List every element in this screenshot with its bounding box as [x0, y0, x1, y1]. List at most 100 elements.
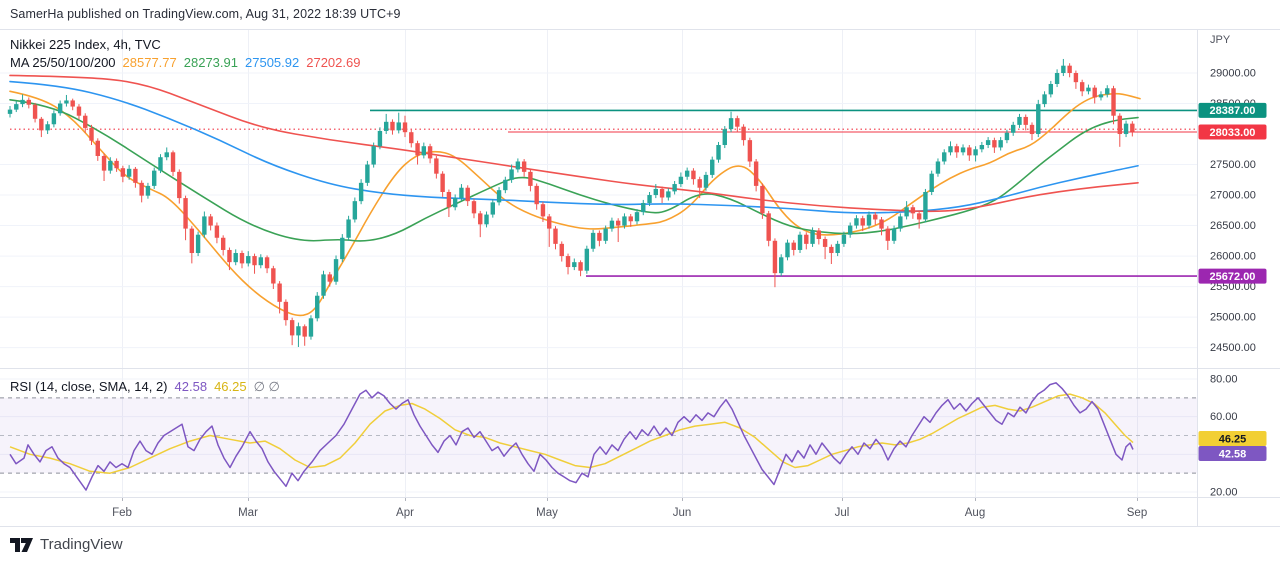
candle-body [283, 301, 289, 321]
candle-body [83, 115, 88, 128]
axis-badge: 25672.00 [1198, 268, 1267, 284]
candle-body [509, 169, 514, 180]
candle-body [597, 232, 602, 241]
candle-body [779, 257, 784, 274]
candle-body [114, 160, 119, 169]
horizontal-lines [10, 109, 1197, 277]
candle-body [615, 220, 621, 226]
candle-body [1004, 132, 1010, 141]
candle-body [126, 168, 132, 177]
candles-group [7, 58, 1135, 347]
candle-body [898, 216, 903, 229]
price-tick-label: 25500.00 [1210, 281, 1256, 293]
candle-body [308, 318, 314, 337]
candle-body [39, 118, 44, 131]
symbol-legend: Nikkei 225 Index, 4h, TVC [10, 37, 161, 52]
candle-body [866, 214, 872, 226]
candle-body [1036, 104, 1041, 135]
candle-body [45, 124, 50, 131]
candle-body [904, 207, 909, 217]
candle-body [948, 146, 953, 153]
candle-body [20, 99, 25, 105]
rsi-tick-label: 60.00 [1210, 411, 1238, 423]
candle-body [365, 164, 370, 183]
candle-body [672, 184, 677, 192]
candle-body [578, 262, 583, 271]
svg-text:28033.00: 28033.00 [1210, 127, 1256, 139]
rsi-line_signal [9, 393, 1134, 474]
candle-body [120, 168, 126, 177]
axis-badge: 28033.00 [1198, 124, 1267, 140]
rsi-empty-markers: ∅ ∅ [253, 379, 280, 394]
candle-body [1105, 88, 1110, 95]
candle-body [741, 126, 746, 141]
candle-body [409, 132, 414, 144]
candle-body [1067, 65, 1072, 73]
candle-body [760, 185, 765, 214]
month-label: Apr [396, 507, 414, 519]
candle-body [7, 109, 13, 114]
candle-body [384, 121, 389, 131]
month-label: Feb [112, 507, 132, 519]
candle-body [1011, 124, 1016, 133]
candle-body [891, 228, 897, 241]
candle-body [1098, 94, 1104, 98]
candle-body [427, 146, 433, 159]
month-label: May [536, 507, 558, 519]
candle-body [923, 191, 928, 220]
rsi-tick-label: 80.00 [1210, 374, 1238, 386]
candle-body [847, 225, 853, 235]
ma100-value: 27505.92 [245, 55, 300, 70]
rsi-signal-value: 46.25 [214, 379, 247, 394]
candle-body [233, 253, 238, 263]
symbol-title: Nikkei 225 Index, 4h, TVC [10, 37, 161, 52]
candle-body [208, 216, 213, 226]
candle-body [634, 212, 640, 222]
candle-body [484, 214, 489, 225]
month-label: Sep [1127, 507, 1147, 519]
month-label: Aug [965, 507, 985, 519]
candle-body [277, 283, 282, 302]
candle-body [960, 147, 966, 153]
candle-body [1086, 87, 1091, 92]
candle-body [302, 326, 307, 337]
candle-body [515, 161, 521, 170]
candle-body [1042, 94, 1047, 105]
candle-body [496, 190, 502, 203]
rsi-band-fill [0, 397, 1197, 474]
candle-body [139, 182, 144, 196]
tradingview-brand-text: TradingView [40, 536, 123, 553]
candle-body [985, 140, 991, 146]
candle-body [145, 185, 151, 196]
candle-body [860, 218, 865, 226]
candle-body [710, 159, 715, 175]
candle-body [804, 234, 809, 244]
candle-body [835, 243, 840, 254]
candle-body [572, 262, 577, 268]
candle-body [202, 216, 207, 235]
candle-body [973, 149, 978, 156]
candle-body [816, 230, 822, 239]
candle-body [547, 216, 552, 229]
candle-body [829, 246, 834, 254]
candle-body [333, 259, 339, 282]
candle-body [584, 248, 590, 271]
price-and-rsi-chart: FebMarAprMayJunJulAugSep29000.0028500.00… [0, 29, 1280, 527]
candle-body [1073, 73, 1079, 83]
candle-body [133, 168, 138, 183]
candle-body [885, 228, 890, 241]
candle-body [697, 179, 702, 188]
candle-body [471, 201, 477, 214]
price-tick-label: 26000.00 [1210, 251, 1256, 263]
candle-body [76, 106, 82, 116]
attribution-bar: SamerHa published on TradingView.com, Au… [0, 0, 1280, 29]
candle-body [641, 202, 646, 213]
candle-body [559, 243, 564, 257]
candle-body [703, 174, 709, 188]
candle-body [377, 130, 383, 147]
candle-body [954, 146, 959, 153]
svg-text:25672.00: 25672.00 [1210, 271, 1256, 283]
candle-body [459, 187, 464, 199]
candle-body [440, 173, 445, 192]
candle-body [753, 161, 759, 186]
